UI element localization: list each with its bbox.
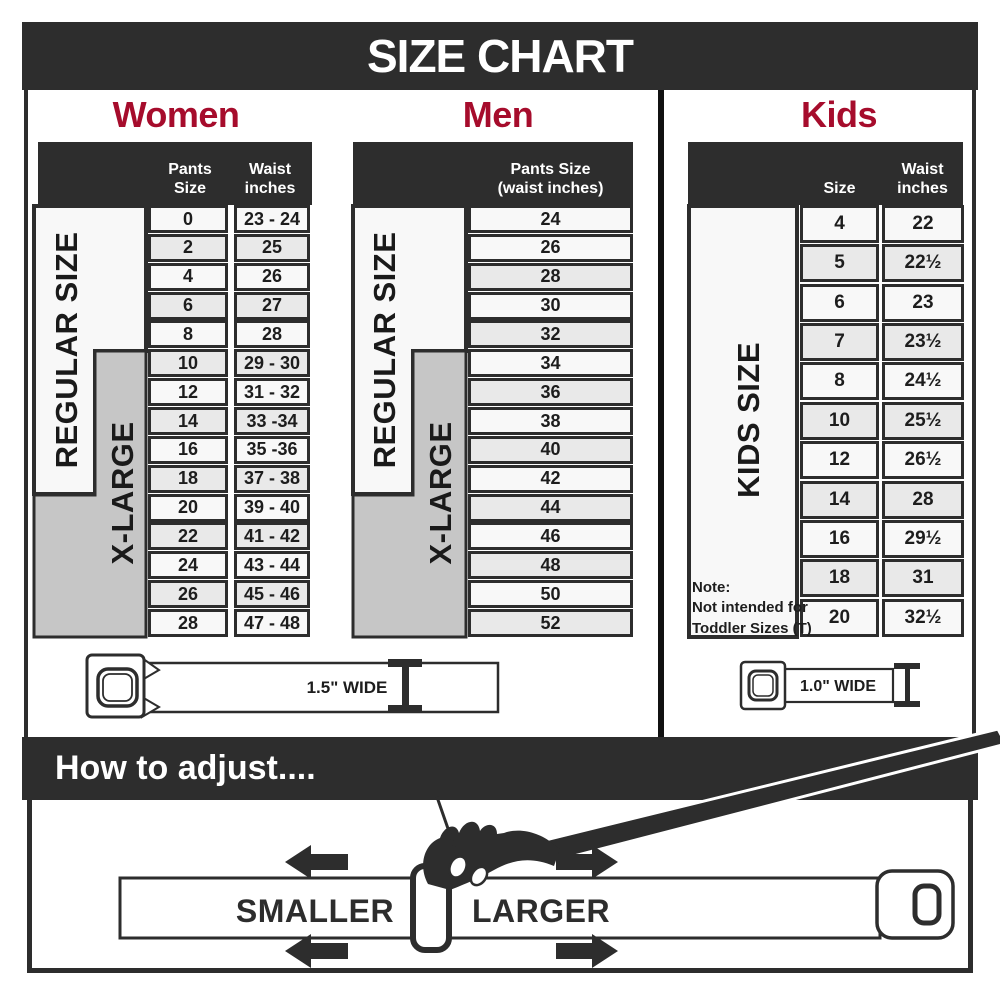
size-cell: 14 — [148, 407, 228, 436]
men-size-table: 24 26 28 30 32 34 36 38 40 42 44 46 48 50 52 — [468, 205, 633, 638]
size-cell: 8 — [800, 362, 879, 401]
smaller-label: SMALLER — [235, 893, 395, 929]
size-cell: 8 — [148, 320, 228, 349]
adjustment-diagram-box — [27, 800, 973, 973]
kids-heading: Kids — [800, 94, 878, 135]
women-col-waist-inches: Waist inches — [244, 160, 296, 197]
women-heading: Women — [112, 94, 240, 135]
size-cell: 20 — [800, 598, 879, 637]
men-table-header: Pants Size (waist inches) — [353, 142, 633, 205]
page-title: SIZE CHART — [22, 22, 978, 90]
size-cell: 48 — [468, 551, 633, 580]
size-cell: 10 — [800, 401, 879, 440]
size-cell: 52 — [468, 609, 633, 638]
size-cell: 14 — [800, 480, 879, 519]
size-cell: 0 — [148, 205, 228, 233]
size-cell: 24 — [468, 205, 633, 233]
size-cell: 33 -34 — [234, 407, 310, 436]
size-cell: 28 — [148, 609, 228, 638]
size-cell: 12 — [800, 441, 879, 480]
size-cell: 30 — [468, 291, 633, 320]
size-cell: 27 — [234, 291, 310, 320]
how-to-adjust-bar: How to adjust.... — [22, 737, 978, 800]
size-cell: 26 — [234, 262, 310, 291]
size-cell: 35 -36 — [234, 435, 310, 464]
size-cell: 31 - 32 — [234, 378, 310, 407]
size-cell: 10 — [148, 349, 228, 378]
size-cell: 37 - 38 — [234, 464, 310, 493]
size-cell: 18 — [800, 559, 879, 598]
page-title-text: SIZE CHART — [367, 30, 634, 82]
size-cell: 23 — [882, 283, 964, 322]
size-cell: 22½ — [882, 244, 964, 283]
size-cell: 28 — [234, 320, 310, 349]
size-cell: 32 — [468, 320, 633, 349]
size-cell: 26½ — [882, 441, 964, 480]
size-cell: 23 - 24 — [234, 205, 310, 233]
size-cell: 28 — [882, 480, 964, 519]
kids-belt-width-label: 1.0" WIDE — [799, 678, 877, 695]
women-regular-size-label: REGULAR SIZE — [49, 231, 84, 469]
size-cell: 2 — [148, 233, 228, 262]
how-to-adjust-heading: How to adjust.... — [55, 749, 316, 787]
women-col-pants-size: Pants Size — [168, 160, 212, 197]
women-size-table: 0 23 - 24 2 25 4 26 6 27 8 28 10 29 - 30 12 31 - 32 14… — [148, 205, 310, 638]
size-cell: 25½ — [882, 401, 964, 440]
size-cell: 29½ — [882, 519, 964, 558]
size-cell: 24½ — [882, 362, 964, 401]
kids-table-header: Size Waist inches — [688, 142, 963, 205]
size-cell: 44 — [468, 493, 633, 522]
kids-size-table: 4 22 5 22½ 6 23 7 23½ 8 24½ 10 25½ 12 26½ 14 28 16 29½ 18 3… — [800, 205, 964, 638]
size-cell: 42 — [468, 464, 633, 493]
kids-col-size: Size — [823, 179, 856, 197]
size-cell: 25 — [234, 233, 310, 262]
toddler-note: Note: Not intended for Toddler Sizes (T) — [692, 579, 812, 637]
size-cell: 38 — [468, 407, 633, 436]
size-cell: 43 - 44 — [234, 551, 310, 580]
women-table-header: Pants Size Waist inches — [38, 142, 312, 205]
men-col-pants-size: Pants Size (waist inches) — [497, 160, 604, 197]
size-cell: 36 — [468, 378, 633, 407]
size-cell: 29 - 30 — [234, 349, 310, 378]
size-cell: 16 — [800, 519, 879, 558]
size-cell: 31 — [882, 559, 964, 598]
size-cell: 20 — [148, 493, 228, 522]
size-cell: 12 — [148, 378, 228, 407]
size-cell: 26 — [148, 580, 228, 609]
size-cell: 6 — [148, 291, 228, 320]
women-xlarge-label: X-LARGE — [105, 421, 140, 565]
size-cell: 5 — [800, 244, 879, 283]
size-cell: 47 - 48 — [234, 609, 310, 638]
larger-label: LARGER — [471, 893, 611, 929]
kids-col-waist-inches: Waist inches — [897, 160, 948, 197]
men-regular-size-label: REGULAR SIZE — [367, 231, 402, 469]
size-cell: 22 — [882, 205, 964, 243]
men-xlarge-label: X-LARGE — [423, 421, 458, 565]
size-cell: 40 — [468, 435, 633, 464]
size-cell: 22 — [148, 522, 228, 551]
size-cell: 28 — [468, 262, 633, 291]
section-divider — [658, 90, 664, 737]
size-cell: 4 — [800, 205, 879, 243]
size-cell: 26 — [468, 233, 633, 262]
size-cell: 24 — [148, 551, 228, 580]
size-cell: 4 — [148, 262, 228, 291]
men-heading: Men — [462, 94, 534, 135]
adult-belt-width-label: 1.5" WIDE — [306, 678, 388, 697]
size-cell: 7 — [800, 323, 879, 362]
size-cell: 45 - 46 — [234, 580, 310, 609]
size-cell: 16 — [148, 435, 228, 464]
size-cell: 6 — [800, 283, 879, 322]
kids-size-label: KIDS SIZE — [731, 341, 766, 499]
size-cell: 32½ — [882, 598, 964, 637]
size-cell: 39 - 40 — [234, 493, 310, 522]
size-cell: 50 — [468, 580, 633, 609]
size-cell: 23½ — [882, 323, 964, 362]
main-frame — [24, 90, 976, 737]
size-cell: 41 - 42 — [234, 522, 310, 551]
size-cell: 18 — [148, 464, 228, 493]
size-cell: 46 — [468, 522, 633, 551]
size-cell: 34 — [468, 349, 633, 378]
